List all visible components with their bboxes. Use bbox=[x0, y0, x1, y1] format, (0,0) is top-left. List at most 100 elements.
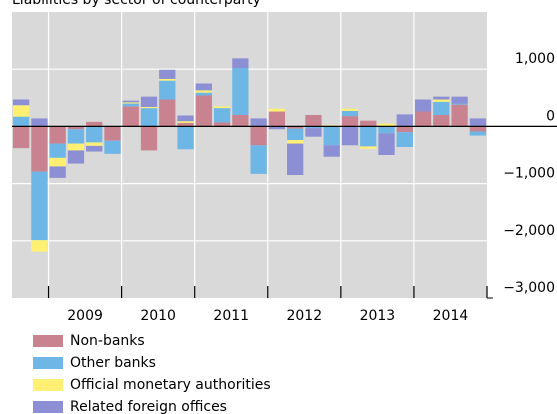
bar-segment bbox=[177, 126, 194, 150]
bar-segment bbox=[195, 92, 212, 96]
bar-segment bbox=[13, 99, 30, 106]
legend-swatch bbox=[33, 401, 63, 413]
bar-segment bbox=[49, 157, 66, 167]
bar-segment bbox=[287, 143, 304, 176]
bar-segment bbox=[213, 108, 231, 123]
bar-segment bbox=[104, 126, 121, 141]
bar-segment bbox=[378, 133, 395, 155]
bar-segment bbox=[232, 68, 249, 115]
y-tick-label: 1,000 bbox=[515, 51, 555, 67]
bar-segment bbox=[49, 126, 66, 144]
bar-segment bbox=[67, 126, 85, 130]
bar-segment bbox=[360, 146, 377, 149]
bar-segment bbox=[195, 83, 212, 91]
bar-segment bbox=[31, 126, 48, 172]
bar-segment bbox=[469, 131, 486, 136]
legend-label: Related foreign offices bbox=[70, 399, 227, 414]
chart-title: Liabilities by sector of counterparty bbox=[12, 0, 261, 8]
bar-segment bbox=[305, 126, 322, 129]
legend-swatch bbox=[33, 379, 63, 391]
bar-segment bbox=[396, 132, 413, 147]
bar-segment bbox=[13, 116, 30, 127]
bar-segment bbox=[140, 108, 158, 127]
x-tick-label: 2013 bbox=[360, 308, 396, 324]
bar-segment bbox=[360, 120, 377, 127]
bar-segment bbox=[232, 58, 249, 69]
bar-segment bbox=[67, 143, 85, 151]
bar-segment bbox=[86, 121, 103, 127]
bar-segment bbox=[13, 126, 30, 149]
bar-segment bbox=[140, 96, 158, 107]
bar-segment bbox=[232, 114, 249, 127]
bar-segment bbox=[469, 126, 486, 132]
bar-segment bbox=[268, 126, 286, 130]
y-tick-label: −3,000 bbox=[503, 280, 555, 296]
legend-label: Official monetary authorities bbox=[70, 377, 271, 393]
bar-segment bbox=[360, 126, 377, 147]
bar-segment bbox=[195, 90, 212, 93]
bar-segment bbox=[122, 102, 139, 104]
y-tick-label: −2,000 bbox=[503, 223, 555, 239]
bar-segment bbox=[122, 100, 139, 103]
bar-segment bbox=[433, 99, 450, 102]
x-tick-label: 2010 bbox=[140, 308, 176, 324]
bar-segment bbox=[414, 99, 432, 112]
legend-label: Non-banks bbox=[70, 333, 145, 349]
bar-segment bbox=[433, 114, 450, 127]
bar-segment bbox=[177, 115, 194, 122]
bar-segment bbox=[268, 111, 286, 127]
bar-segment bbox=[341, 108, 359, 111]
legend-swatch bbox=[33, 335, 63, 347]
bar-segment bbox=[396, 126, 413, 133]
x-tick-label: 2011 bbox=[213, 308, 249, 324]
bar-segment bbox=[122, 106, 139, 127]
x-tick-label: 2014 bbox=[433, 308, 469, 324]
bar-segment bbox=[86, 126, 103, 143]
bar-segment bbox=[305, 128, 322, 137]
bar-segment bbox=[31, 171, 48, 241]
bar-segment bbox=[104, 140, 121, 154]
bar-segment bbox=[305, 114, 322, 127]
bar-segment bbox=[378, 126, 395, 134]
bar-segment bbox=[323, 145, 340, 157]
bar-segment bbox=[31, 118, 48, 127]
bar-segment bbox=[49, 143, 66, 158]
y-tick-label: −1,000 bbox=[503, 166, 555, 182]
bar-segment bbox=[341, 110, 359, 117]
bar-segment bbox=[177, 122, 194, 127]
bar-segment bbox=[287, 126, 304, 129]
bar-segment bbox=[67, 150, 85, 164]
bar-segment bbox=[469, 118, 486, 127]
legend-label: Other banks bbox=[70, 355, 156, 371]
bar-segment bbox=[433, 96, 450, 100]
bar-segment bbox=[451, 96, 468, 104]
bar-segment bbox=[195, 95, 212, 127]
bar-segment bbox=[49, 166, 66, 178]
bar-segment bbox=[140, 106, 158, 109]
bar-segment bbox=[250, 118, 267, 127]
bar-segment bbox=[287, 140, 304, 144]
bar-segment bbox=[250, 126, 267, 146]
y-tick-label: 0 bbox=[546, 108, 555, 124]
plot-area bbox=[12, 12, 487, 298]
bar-segment bbox=[122, 103, 139, 107]
bar-segment bbox=[250, 145, 267, 174]
x-tick-label: 2012 bbox=[286, 308, 322, 324]
bar-segment bbox=[451, 104, 468, 127]
bar-segment bbox=[159, 69, 176, 79]
bar-segment bbox=[213, 106, 231, 109]
bar-segment bbox=[451, 103, 468, 105]
bar-segment bbox=[86, 145, 103, 152]
bar-segment bbox=[433, 101, 450, 115]
bar-segment bbox=[177, 121, 194, 123]
bar-segment bbox=[213, 122, 231, 127]
bar-segment bbox=[159, 78, 176, 81]
bar-segment bbox=[67, 129, 85, 144]
x-tick-label: 2009 bbox=[67, 308, 103, 324]
bar-segment bbox=[341, 116, 359, 127]
bar-segment bbox=[159, 99, 176, 127]
bar-segment bbox=[341, 126, 359, 146]
bar-segment bbox=[13, 105, 30, 117]
